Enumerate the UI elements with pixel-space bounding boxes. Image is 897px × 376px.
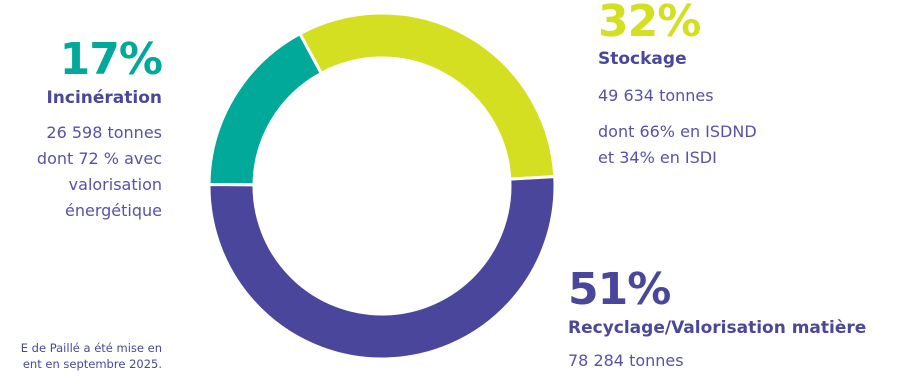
stockage-detail-2: et 34% en ISDI (598, 148, 717, 167)
recyclage-label: Recyclage/Valorisation matière (568, 318, 867, 338)
incineration-tonnage: 26 598 tonnes (46, 123, 162, 142)
donut-slice-incineration (207, 31, 324, 187)
incineration-percent: 17% (59, 34, 163, 85)
donut-slice-stockage (297, 11, 557, 181)
stockage-detail-1: dont 66% en ISDND (598, 122, 757, 141)
stockage-percent: 32% (598, 0, 701, 47)
incineration-label: Incinération (46, 88, 162, 108)
incineration-detail-1: dont 72 % avec (36, 149, 162, 168)
donut-slice-recyclage (207, 175, 557, 361)
stockage-label: Stockage (598, 49, 687, 69)
footnote-line-1: E de Paillé a été mise en (20, 341, 162, 355)
recyclage-percent: 51% (568, 264, 671, 315)
incineration-detail-2: valorisation (68, 175, 162, 194)
recyclage-tonnage: 78 284 tonnes (568, 351, 684, 370)
footnote-line-2: ent en septembre 2025. (22, 357, 162, 371)
stockage-tonnage: 49 634 tonnes (598, 86, 714, 105)
incineration-detail-3: énergétique (65, 201, 162, 220)
